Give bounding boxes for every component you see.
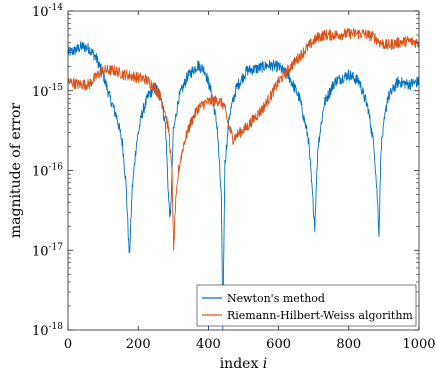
- x-tick-label: 600: [266, 337, 291, 352]
- x-tick-label: 400: [196, 337, 221, 352]
- x-tick-label: 200: [126, 337, 151, 352]
- series-line-1: [67, 27, 420, 251]
- legend: Newton's method Riemann-Hilbert-Weiss al…: [196, 284, 417, 327]
- series-line-0: [67, 41, 420, 331]
- series-layer: [67, 27, 420, 331]
- y-tick-label: 10-16: [32, 163, 63, 180]
- x-tick-label: 800: [336, 337, 361, 352]
- y-tick-label: 10-18: [32, 322, 63, 339]
- legend-label-newton: Newton's method: [227, 292, 325, 305]
- y-axis-label: magnitude of error: [8, 103, 24, 239]
- legend-box: [196, 284, 417, 327]
- x-tick-label: 0: [64, 337, 72, 352]
- legend-label-rhw: Riemann-Hilbert-Weiss algorithm: [227, 309, 413, 322]
- y-tick-label: 10-15: [32, 83, 63, 100]
- x-axis-label: index i: [220, 356, 268, 372]
- y-tick-label: 10-17: [32, 242, 63, 259]
- y-tick-label: 10-14: [32, 3, 63, 20]
- x-tick-label: 1000: [402, 337, 435, 352]
- axes-layer: 0 200 400 600 800 1000 10-18 10-17 10-16 10-15 10-…: [32, 3, 436, 352]
